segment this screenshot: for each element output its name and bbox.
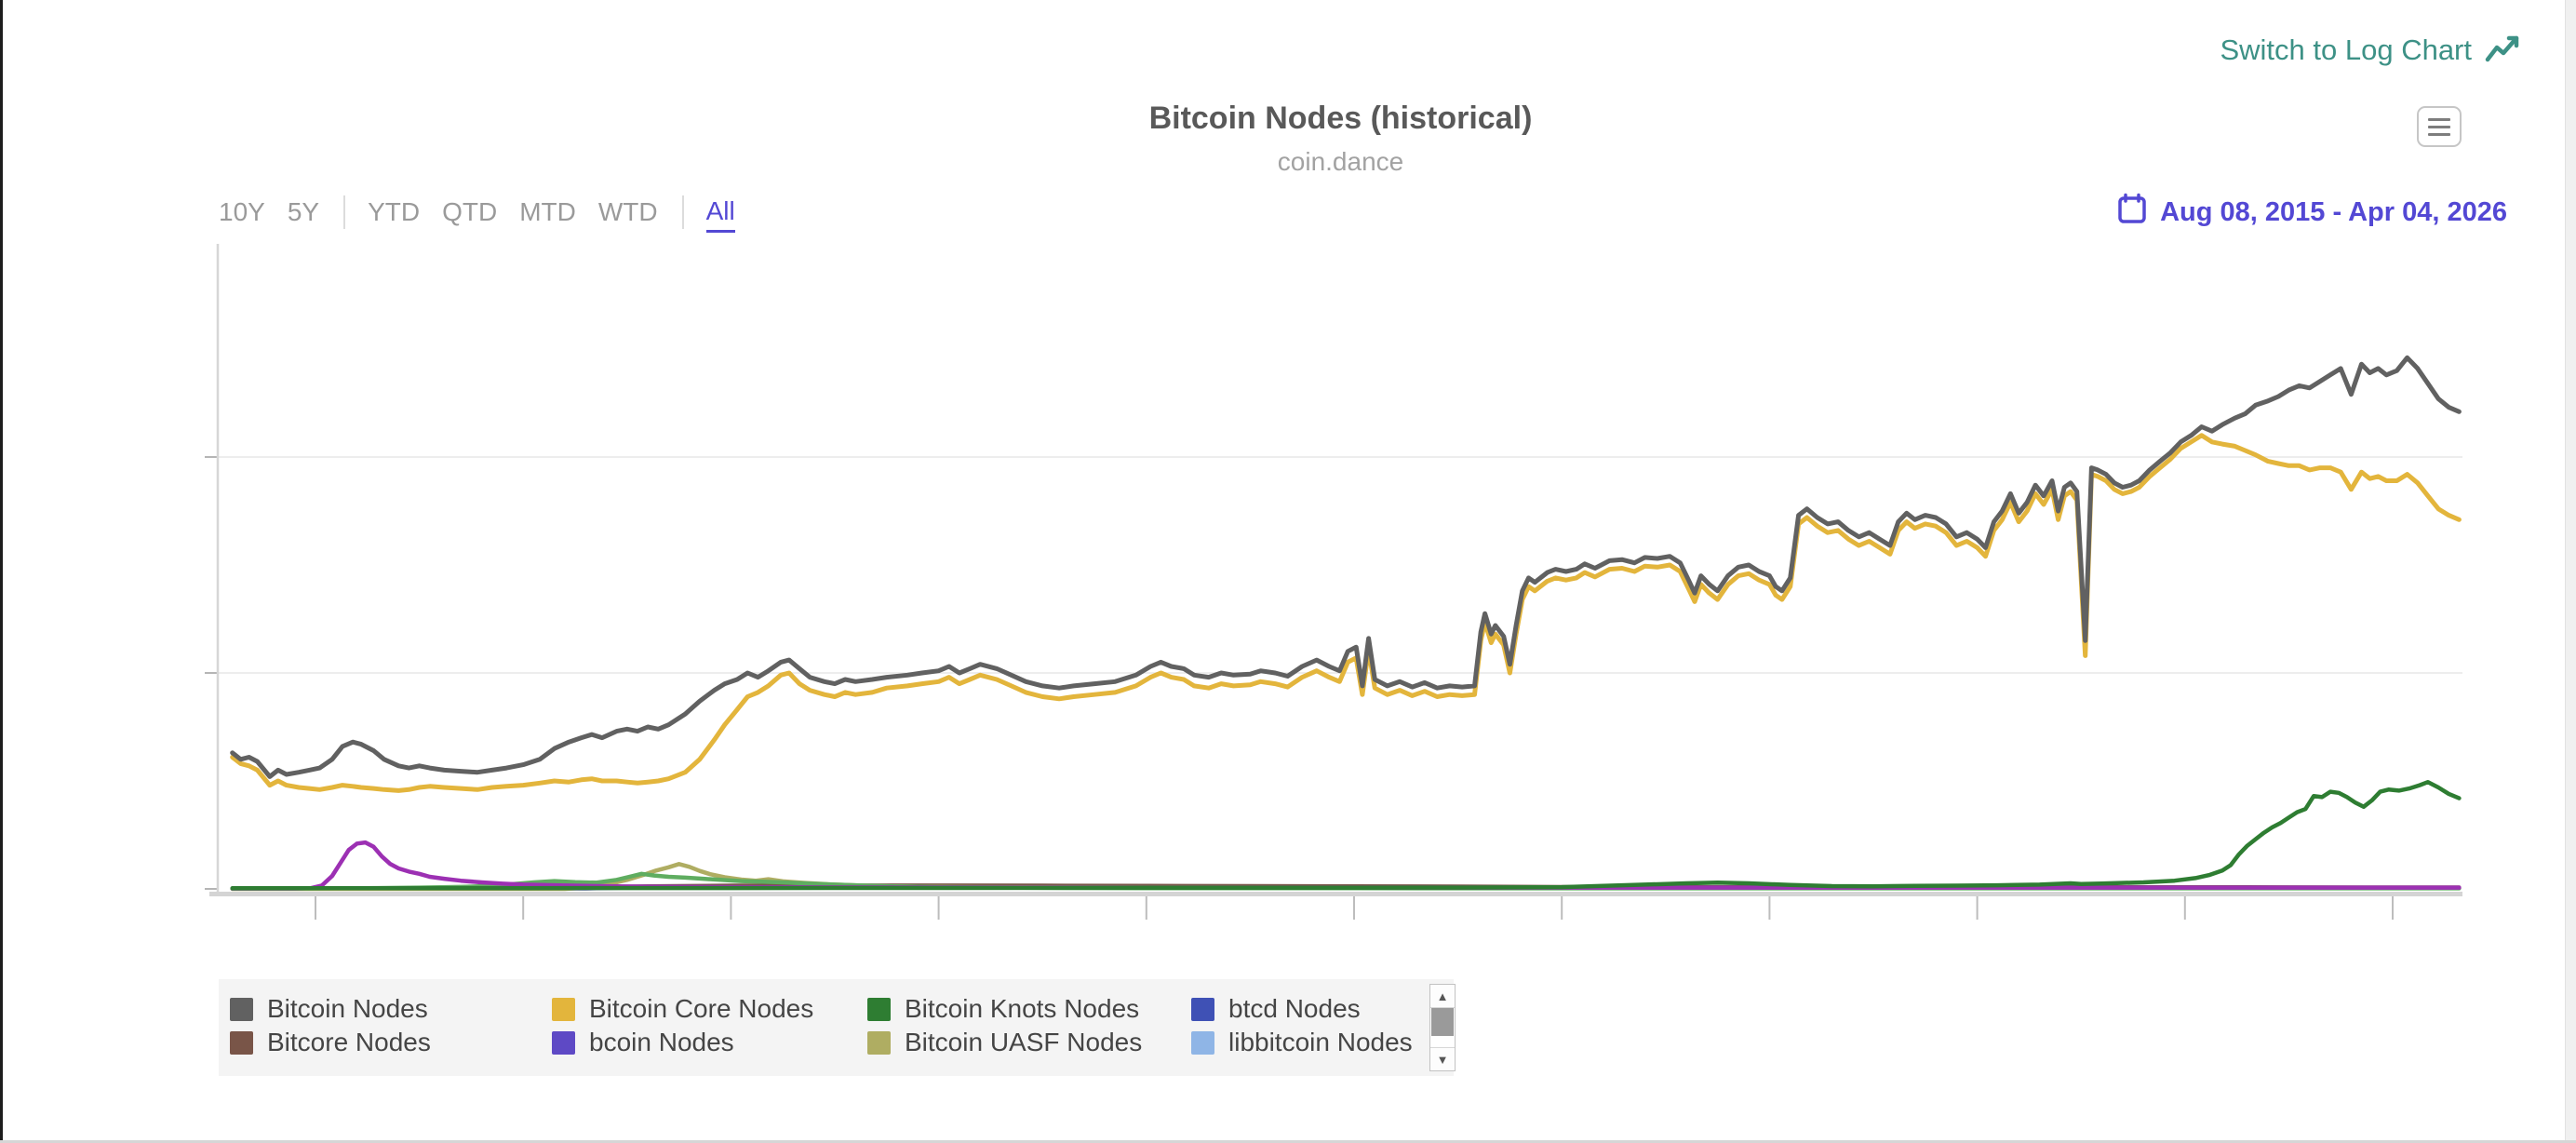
legend-item-bitcoin-uasf-nodes[interactable]: Bitcoin UASF Nodes	[867, 1028, 1142, 1057]
legend-swatch-icon	[230, 1030, 253, 1055]
legend-item-label: Bitcoin Core Nodes	[589, 994, 814, 1023]
legend-scrollbar-thumb[interactable]	[1431, 1008, 1454, 1036]
legend-item-label: Bitcore Nodes	[267, 1028, 431, 1056]
legend-item-label: Bitcoin Knots Nodes	[905, 994, 1140, 1023]
series-line-bitcoin-core-nodes[interactable]	[230, 433, 2462, 793]
legend-item-label: libbitcoin Nodes	[1228, 1028, 1413, 1056]
hamburger-menu-icon	[2428, 117, 2450, 121]
range-group-divider	[343, 195, 346, 229]
legend-swatch-icon	[867, 997, 891, 1021]
series-line-bitcore-nodes[interactable]	[230, 883, 2462, 891]
range-button-wtd[interactable]: WTD	[597, 197, 658, 226]
switch-to-log-chart-label: Switch to Log Chart	[2220, 34, 2472, 66]
window-left-edge	[0, 0, 3, 1143]
legend-item-libbitcoin-nodes[interactable]: libbitcoin Nodes	[1191, 1028, 1413, 1057]
legend-item-label: btcd Nodes	[1228, 994, 1361, 1023]
page-bottom-divider	[0, 1140, 2576, 1143]
legend-swatch-icon	[1191, 1030, 1214, 1055]
chart-context-menu-button[interactable]	[2417, 106, 2462, 147]
legend-item-bitcoin-knots-nodes[interactable]: Bitcoin Knots Nodes	[867, 994, 1139, 1024]
series-line-unlabeled-series-violet-[interactable]	[230, 840, 2462, 891]
series-line-bitcoin-uasf-nodes[interactable]	[230, 862, 2462, 892]
hamburger-menu-icon	[2428, 125, 2450, 128]
legend-item-label: Bitcoin Nodes	[267, 994, 428, 1023]
series-line-unlabeled-series-green-[interactable]	[230, 871, 2462, 891]
browser-scrollbar-track[interactable]	[2565, 0, 2576, 1143]
trend-line-icon	[2485, 34, 2520, 66]
date-range-label: Aug 08, 2015 - Apr 04, 2026	[2160, 196, 2507, 227]
legend-scroll-down-button[interactable]: ▼	[1430, 1047, 1455, 1070]
legend: Bitcoin Nodes Bitcoin Core Nodes Bitcoin K…	[219, 979, 1454, 1076]
date-range-picker[interactable]: Aug 08, 2015 - Apr 04, 2026	[2117, 192, 2507, 233]
page-subtitle: coin.dance	[1277, 147, 1404, 176]
series-line-libbitcoin-nodes[interactable]	[230, 885, 2462, 891]
range-button-all[interactable]: All	[705, 193, 735, 233]
series-line-bcoin-nodes[interactable]	[230, 885, 2462, 891]
range-selector: 10Y 5Y YTD QTD MTD WTD All	[219, 192, 735, 233]
legend-swatch-icon	[552, 1030, 575, 1055]
legend-swatch-icon	[867, 1030, 891, 1055]
switch-to-log-chart-link[interactable]: Switch to Log Chart	[2220, 34, 2520, 67]
legend-item-bitcore-nodes[interactable]: Bitcore Nodes	[230, 1028, 431, 1057]
legend-scroll-up-button[interactable]: ▲	[1430, 985, 1455, 1008]
page-title: Bitcoin Nodes (historical)	[1148, 101, 1533, 136]
calendar-icon	[2117, 193, 2147, 232]
range-button-mtd[interactable]: MTD	[519, 197, 576, 226]
range-group-divider	[681, 195, 684, 229]
legend-item-label: Bitcoin UASF Nodes	[905, 1028, 1143, 1056]
legend-item-bitcoin-nodes[interactable]: Bitcoin Nodes	[230, 994, 428, 1024]
legend-scrollbar[interactable]: ▲ ▼	[1429, 984, 1456, 1071]
legend-item-bcoin-nodes[interactable]: bcoin Nodes	[552, 1028, 734, 1057]
legend-item-bitcoin-core-nodes[interactable]: Bitcoin Core Nodes	[552, 994, 813, 1024]
series-line-bitcoin-nodes[interactable]	[230, 355, 2462, 779]
range-button-qtd[interactable]: QTD	[442, 197, 498, 226]
legend-swatch-icon	[552, 997, 575, 1021]
legend-item-label: bcoin Nodes	[589, 1028, 734, 1056]
hamburger-menu-icon	[2428, 132, 2450, 136]
range-button-ytd[interactable]: YTD	[368, 197, 421, 226]
legend-swatch-icon	[230, 997, 253, 1021]
legend-swatch-icon	[1191, 997, 1214, 1021]
range-button-10y[interactable]: 10Y	[219, 197, 265, 226]
range-button-5y[interactable]: 5Y	[287, 197, 320, 226]
series-line-bitcoin-knots-nodes[interactable]	[230, 779, 2462, 891]
legend-item-btcd-nodes[interactable]: btcd Nodes	[1191, 994, 1361, 1024]
series-line-btcd-nodes[interactable]	[231, 886, 2461, 891]
